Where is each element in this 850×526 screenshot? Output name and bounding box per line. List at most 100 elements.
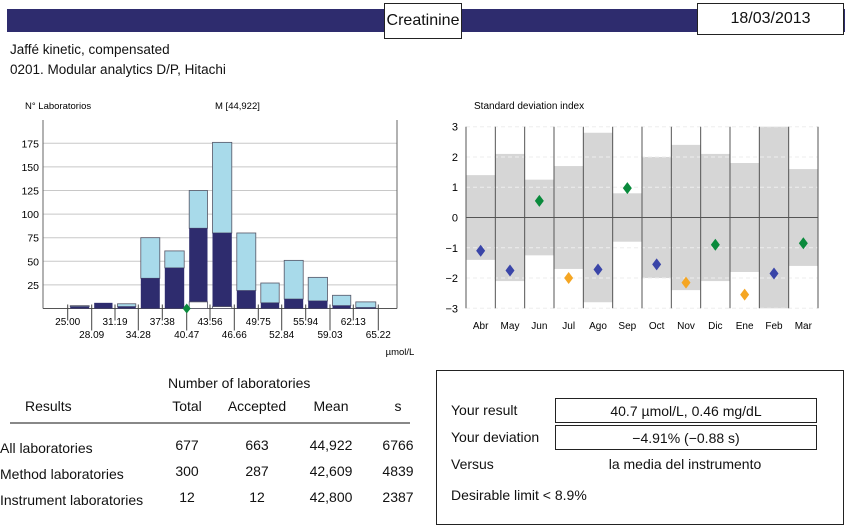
sdi-point xyxy=(505,264,515,277)
table-cell: 6766 xyxy=(382,437,414,453)
month-label: Sep xyxy=(618,321,636,332)
month-label: Ene xyxy=(736,321,754,332)
sdi-point xyxy=(740,288,750,301)
versus-label: Versus xyxy=(451,456,494,472)
month-label: Oct xyxy=(649,321,665,332)
column-header: Accepted xyxy=(227,398,287,414)
month-label: Ago xyxy=(589,321,607,332)
y-tick-label: 2 xyxy=(452,152,458,164)
x-tick-label: 43.56 xyxy=(197,317,222,328)
y-tick-label: 150 xyxy=(21,162,39,174)
column-header: Results xyxy=(25,398,72,414)
bar-base xyxy=(212,306,233,309)
month-label: Mar xyxy=(795,321,813,332)
table-divider xyxy=(10,422,410,424)
row-label: Method laboratories xyxy=(0,466,124,482)
sdi-point xyxy=(564,272,574,285)
sdi-point xyxy=(476,244,486,257)
y-tick-label: −1 xyxy=(445,243,458,255)
bar-accepted xyxy=(236,290,256,309)
table-cell: 42,800 xyxy=(309,489,353,505)
y-tick-label: 100 xyxy=(21,209,39,221)
bar-accepted xyxy=(260,302,280,309)
desirable-limit: Desirable limit < 8.9% xyxy=(451,487,587,503)
sdi-point xyxy=(622,182,632,195)
bar-accepted xyxy=(164,267,185,309)
histogram-title: M [44,922] xyxy=(215,101,260,112)
x-tick-label: 31.19 xyxy=(102,317,127,328)
y-tick-label: 175 xyxy=(21,138,39,150)
x-tick-label: 49.75 xyxy=(246,317,271,328)
x-tick-label: 34.28 xyxy=(126,330,151,341)
column-header: Total xyxy=(172,398,202,414)
sdi-point xyxy=(710,238,720,251)
your-result-label: Your result xyxy=(451,402,518,418)
y-tick-label: 75 xyxy=(27,233,39,245)
analyte-title: Creatinine xyxy=(384,3,462,39)
sdi-point xyxy=(798,237,808,250)
table-cell: 287 xyxy=(245,463,269,479)
sdi-chart: Standard deviation index −3 −2 −1 0 1 2 3 Abr Ma… xyxy=(445,101,819,332)
histogram-xlabel: µmol/L xyxy=(386,347,415,358)
table-cell: 44,922 xyxy=(309,437,353,453)
your-deviation-label: Your deviation xyxy=(451,429,540,445)
bar-accepted xyxy=(355,307,376,309)
sdi-point xyxy=(769,267,779,280)
month-label: May xyxy=(501,321,520,332)
month-label: Jun xyxy=(531,321,547,332)
y-tick-label: 1 xyxy=(452,182,458,194)
y-tick-label: 0 xyxy=(452,213,458,225)
your-deviation-field: −4.91% (−0.88 s) xyxy=(555,425,817,450)
your-result-field: 40.7 µmol/L, 0.46 mg/dL xyxy=(555,398,817,423)
bar-accepted xyxy=(140,278,160,309)
month-label: Dic xyxy=(708,321,722,332)
report-date: 18/03/2013 xyxy=(697,3,844,35)
table-cell: 4839 xyxy=(382,463,414,479)
table-cell: 677 xyxy=(175,437,199,453)
month-label: Abr xyxy=(473,321,489,332)
x-tick-label: 46.66 xyxy=(222,330,247,341)
summary-box xyxy=(436,370,844,525)
column-header: Mean xyxy=(313,398,349,414)
x-tick-label: 55.94 xyxy=(293,317,318,328)
x-tick-label: 52.84 xyxy=(269,330,294,341)
x-tick-label: 28.09 xyxy=(79,330,104,341)
table-cell: 12 xyxy=(249,489,265,505)
table-cell: 42,609 xyxy=(309,463,353,479)
method-name: Jaffé kinetic, compensated xyxy=(10,42,170,57)
x-tick-label: 59.03 xyxy=(317,330,342,341)
bar-accepted xyxy=(284,299,304,309)
sdi-point xyxy=(681,276,691,289)
y-tick-label: 50 xyxy=(27,256,39,268)
y-tick-label: −2 xyxy=(445,273,458,285)
table-cell: 2387 xyxy=(382,489,414,505)
y-tick-label: 3 xyxy=(452,122,458,134)
row-label: Instrument laboratories xyxy=(0,492,144,508)
bar-accepted xyxy=(212,232,232,307)
sdi-point xyxy=(652,258,662,271)
bar-accepted xyxy=(94,302,113,309)
x-tick-label: 65.22 xyxy=(366,330,391,341)
row-label: All laboratories xyxy=(0,440,93,456)
table-cell: 300 xyxy=(175,463,199,479)
sdi-point xyxy=(534,194,544,207)
bar-accepted xyxy=(308,300,328,309)
table-cell: 663 xyxy=(245,437,269,453)
histogram-ylabel: N° Laboratorios xyxy=(25,101,91,112)
your-result-marker xyxy=(182,303,191,314)
table-group-header: Number of laboratories xyxy=(168,375,311,391)
bar-accepted xyxy=(189,228,208,302)
x-tick-label: 37.38 xyxy=(150,317,175,328)
sdi-title: Standard deviation index xyxy=(474,101,584,112)
sdi-point xyxy=(593,263,603,276)
bar-accepted xyxy=(332,305,351,309)
bar-accepted xyxy=(70,306,90,309)
month-label: Feb xyxy=(765,321,783,332)
versus-value: la media del instrumento xyxy=(608,456,762,472)
month-label: Nov xyxy=(677,321,695,332)
x-tick-label: 40.47 xyxy=(174,330,199,341)
column-header: s xyxy=(394,398,402,414)
histogram-chart: N° Laboratorios M [44,922] µmol/L 25 50 75… xyxy=(21,101,415,358)
y-tick-label: 125 xyxy=(21,186,39,198)
